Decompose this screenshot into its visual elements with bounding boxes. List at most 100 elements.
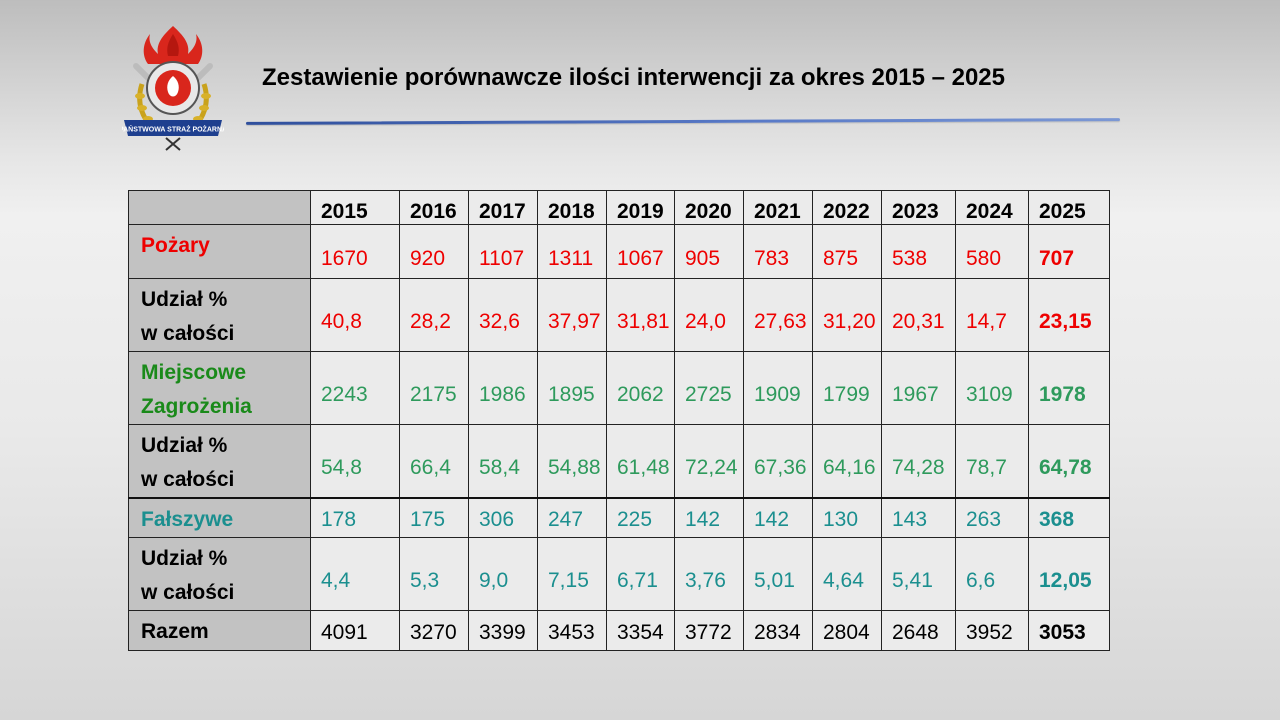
table-cell: 31,20 [812,278,882,352]
table-cell: 175 [399,497,469,538]
table-cell: 4,64 [812,537,882,611]
table-cell: 1799 [812,351,882,425]
table-cell: 2804 [812,610,882,651]
row-label: Udział % w całości [128,278,311,352]
table-cell: 1986 [468,351,538,425]
table-cell: 1670 [310,224,400,279]
table-cell: 64,16 [812,424,882,499]
table-cell: 14,7 [955,278,1029,352]
title-underline [245,118,1121,125]
table-cell: 6,6 [955,537,1029,611]
row-label-line: Udział % [141,547,228,570]
row-label-line: Udział % [141,288,228,311]
table-cell: 12,05 [1028,537,1110,611]
table-cell: 5,01 [743,537,813,611]
row-label: Miejscowe Zagrożenia [128,351,311,425]
row-label: Fałszywe [128,497,311,538]
year-header: 2015 [310,190,400,225]
table-cell: 247 [537,497,607,538]
false-alarms-row: Fałszywe 178 175 306 247 225 142 142 130 143 263 36… [128,497,1110,538]
table-cell: 178 [310,497,400,538]
table-cell: 225 [606,497,675,538]
fires-share-row: Udział % w całości 40,8 28,2 32,6 37,97 31,81 2… [128,278,1110,352]
table-cell: 23,15 [1028,278,1110,352]
table-cell: 54,8 [310,424,400,499]
year-header: 2023 [881,190,956,225]
table-cell: 1311 [537,224,607,279]
table-cell: 5,3 [399,537,469,611]
row-label-line: Fałszywe [141,508,234,531]
total-row: Razem 4091 3270 3399 3453 3354 3772 2834 2804 264… [128,610,1110,651]
table-cell: 61,48 [606,424,675,499]
year-header: 2017 [468,190,538,225]
local-threats-share-row: Udział % w całości 54,8 66,4 58,4 54,88 61,48 7… [128,424,1110,499]
table-cell: 783 [743,224,813,279]
row-label: Pożary [128,224,311,279]
table-cell: 2062 [606,351,675,425]
header-row: 2015 2016 2017 2018 2019 2020 2021 2022 2023 2024… [128,190,1110,225]
table-cell: 3270 [399,610,469,651]
table-cell: 24,0 [674,278,744,352]
table-cell: 40,8 [310,278,400,352]
table-cell: 875 [812,224,882,279]
row-label-line: w całości [141,581,235,604]
table-cell: 3109 [955,351,1029,425]
table-cell: 74,28 [881,424,956,499]
table-cell: 920 [399,224,469,279]
table-cell: 4,4 [310,537,400,611]
row-label: Udział % w całości [128,537,311,611]
row-label: Udział % w całości [128,424,311,499]
row-label-line: Razem [141,620,209,643]
table-cell: 78,7 [955,424,1029,499]
svg-text:PAŃSTWOWA STRAŻ POŻARNA: PAŃSTWOWA STRAŻ POŻARNA [122,125,224,134]
table-cell: 142 [743,497,813,538]
table-cell: 7,15 [537,537,607,611]
page-title: Zestawienie porównawcze ilości interwenc… [262,64,1006,91]
table-body: Pożary 1670 920 1107 1311 1067 905 783 875 538 580… [128,224,1110,651]
table-cell: 67,36 [743,424,813,499]
table-cell: 3952 [955,610,1029,651]
row-label-line: Pożary [141,234,210,257]
table-cell: 31,81 [606,278,675,352]
false-alarms-share-row: Udział % w całości 4,4 5,3 9,0 7,15 6,71 3,76 5,… [128,537,1110,611]
table-cell: 3,76 [674,537,744,611]
year-header: 2021 [743,190,813,225]
table-cell: 2725 [674,351,744,425]
table-cell: 66,4 [399,424,469,499]
year-header: 2016 [399,190,469,225]
year-header: 2024 [955,190,1029,225]
table-cell: 707 [1028,224,1110,279]
fires-row: Pożary 1670 920 1107 1311 1067 905 783 875 538 580… [128,224,1110,279]
table-cell: 3399 [468,610,538,651]
table-cell: 3772 [674,610,744,651]
table-cell: 263 [955,497,1029,538]
year-header: 2020 [674,190,744,225]
table-cell: 1895 [537,351,607,425]
psp-logo: PAŃSTWOWA STRAŻ POŻARNA [122,26,224,151]
table-cell: 3354 [606,610,675,651]
corner-cell [128,190,311,225]
table-cell: 58,4 [468,424,538,499]
row-label-line: w całości [141,468,235,491]
table-cell: 1909 [743,351,813,425]
table-cell: 1978 [1028,351,1110,425]
table-cell: 27,63 [743,278,813,352]
table-cell: 306 [468,497,538,538]
table-cell: 72,24 [674,424,744,499]
table-cell: 28,2 [399,278,469,352]
table-cell: 9,0 [468,537,538,611]
table-cell: 2648 [881,610,956,651]
row-label-line: Miejscowe [141,361,247,384]
table-cell: 4091 [310,610,400,651]
table-cell: 6,71 [606,537,675,611]
table-cell: 32,6 [468,278,538,352]
year-header: 2019 [606,190,675,225]
table-cell: 2175 [399,351,469,425]
table-cell: 130 [812,497,882,538]
table-cell: 3453 [537,610,607,651]
year-header: 2018 [537,190,607,225]
table-cell: 1067 [606,224,675,279]
table-cell: 143 [881,497,956,538]
table-cell: 5,41 [881,537,956,611]
table-cell: 580 [955,224,1029,279]
